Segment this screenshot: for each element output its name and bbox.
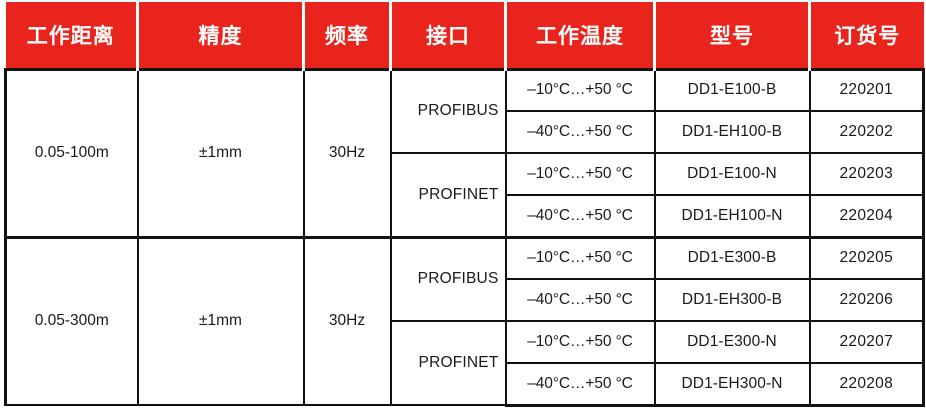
- cell-model-number: DD1-E300-B: [653, 235, 811, 280]
- cell-interface: PROFINET: [389, 320, 507, 406]
- cell-interface: PROFIBUS: [389, 235, 507, 322]
- cell-working-temperature: –10°C…+50 °C: [504, 152, 656, 196]
- header-row: 工作距离 精度 频率 接口 工作温度 型号 订货号: [5, 2, 924, 69]
- cell-working-distance: 0.05-100m: [4, 67, 139, 238]
- cell-order-number: 220208: [808, 362, 925, 407]
- cell-model-number: DD1-EH300-N: [653, 362, 811, 407]
- table-row: –40°C…+50 °C DD1-EH100-N 220204: [6, 194, 925, 238]
- column-header-temperature: 工作温度: [505, 2, 656, 69]
- cell-frequency: 30Hz: [302, 235, 392, 406]
- cell-model-number: DD1-EH100-B: [653, 110, 811, 154]
- table-body: 0.05-100m ±1mm 30Hz PROFIBUS –10°C…+50 °C DD1…: [4, 67, 925, 407]
- cell-order-number: 220205: [808, 235, 925, 280]
- cell-working-distance: 0.05-300m: [4, 235, 139, 406]
- cell-model-number: DD1-E100-N: [653, 152, 811, 196]
- cell-working-temperature: –10°C…+50 °C: [504, 67, 656, 112]
- table-row: PROFINET –10°C…+50 °C DD1-E300-N 220207: [6, 320, 925, 406]
- cell-order-number: 220203: [808, 152, 925, 196]
- table-row: –40°C…+50 °C DD1-EH300-B 220206: [6, 278, 925, 322]
- cell-interface: PROFINET: [389, 152, 507, 238]
- product-specification-table: 工作距离 精度 频率 接口 工作温度 型号 订货号 0.05-100m ±1mm 3…: [4, 2, 925, 407]
- cell-working-temperature: –40°C…+50 °C: [504, 110, 656, 154]
- cell-model-number: DD1-E100-B: [653, 67, 811, 112]
- cell-working-temperature: –10°C…+50 °C: [504, 320, 656, 364]
- cell-frequency: 30Hz: [302, 67, 392, 238]
- cell-model-number: DD1-EH100-N: [653, 194, 811, 238]
- cell-interface: PROFIBUS: [389, 67, 507, 154]
- column-header-interface: 接口: [390, 2, 507, 69]
- column-header-model: 型号: [654, 2, 811, 69]
- cell-working-temperature: –40°C…+50 °C: [504, 194, 656, 238]
- column-header-order-no: 订货号: [809, 2, 924, 69]
- cell-working-temperature: –40°C…+50 °C: [504, 362, 656, 407]
- table-row: 0.05-300m ±1mm 30Hz PROFIBUS –10°C…+50 °C DD1…: [4, 235, 925, 406]
- cell-model-number: DD1-E300-N: [653, 320, 811, 364]
- cell-order-number: 220207: [808, 320, 925, 364]
- table-header: 工作距离 精度 频率 接口 工作温度 型号 订货号: [5, 2, 924, 69]
- cell-model-number: DD1-EH300-B: [653, 278, 811, 322]
- spec-table-container: 工作距离 精度 频率 接口 工作温度 型号 订货号 0.05-100m ±1mm 3…: [4, 2, 925, 407]
- cell-order-number: 220201: [808, 67, 925, 112]
- column-header-distance: 工作距离: [5, 2, 139, 69]
- cell-order-number: 220204: [808, 194, 925, 238]
- cell-order-number: 220202: [808, 110, 925, 154]
- table-row: –40°C…+50 °C DD1-EH300-N 220208: [6, 362, 925, 407]
- column-header-accuracy: 精度: [137, 2, 305, 69]
- cell-accuracy: ±1mm: [136, 67, 305, 238]
- column-header-frequency: 频率: [303, 2, 392, 69]
- table-row: –40°C…+50 °C DD1-EH100-B 220202: [6, 110, 925, 154]
- table-row: 0.05-100m ±1mm 30Hz PROFIBUS –10°C…+50 °C DD1…: [4, 67, 925, 238]
- cell-accuracy: ±1mm: [136, 235, 305, 406]
- cell-order-number: 220206: [808, 278, 925, 322]
- cell-working-temperature: –10°C…+50 °C: [504, 235, 656, 280]
- table-row: PROFINET –10°C…+50 °C DD1-E100-N 220203: [6, 152, 925, 238]
- cell-working-temperature: –40°C…+50 °C: [504, 278, 656, 322]
